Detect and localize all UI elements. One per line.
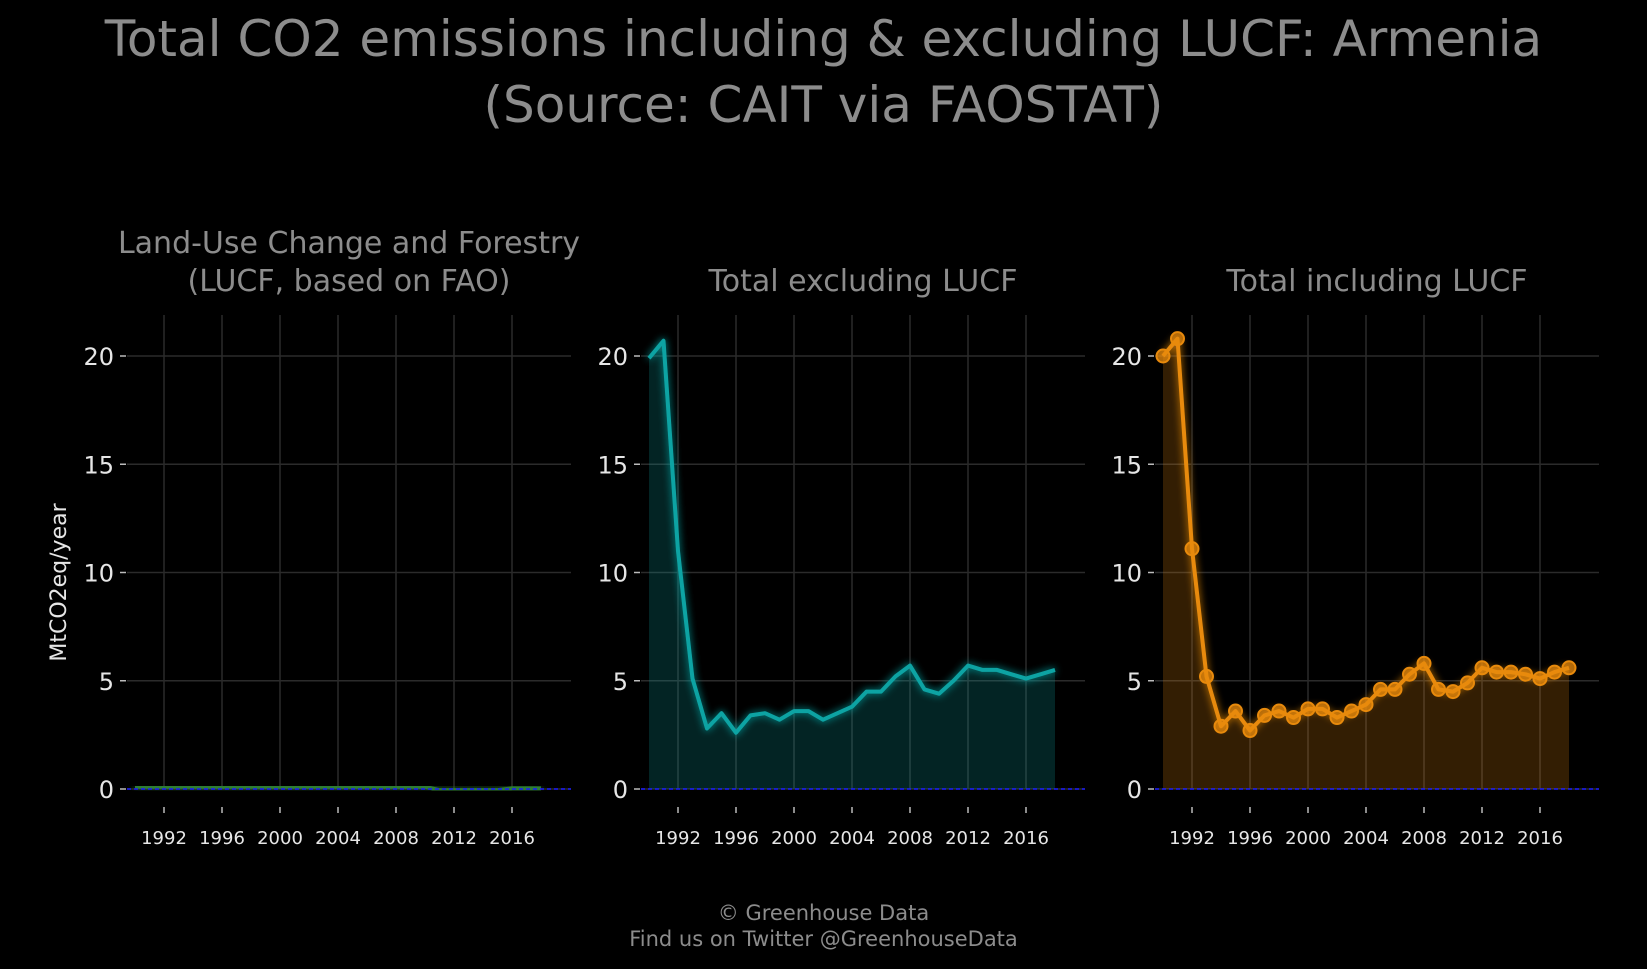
y-axis-label: MtCO2eq/year	[47, 502, 72, 661]
x-tick-label: 2004	[1343, 828, 1389, 849]
x-tick-label: 2004	[829, 828, 875, 849]
y-tick-label: 0	[99, 776, 114, 804]
x-tick-label: 2000	[257, 828, 303, 849]
data-point	[1329, 710, 1345, 726]
data-point	[1199, 668, 1214, 684]
panel-title-incl-line-1: Total including LUCF	[1225, 264, 1527, 299]
data-point	[1402, 666, 1417, 682]
series-area-excl	[649, 340, 1055, 789]
data-point	[1213, 718, 1229, 734]
data-point	[1170, 331, 1185, 347]
chart-title-line-1: Total CO2 emissions including & excludin…	[104, 10, 1543, 68]
x-tick-label: 2008	[887, 828, 933, 849]
data-point	[1242, 723, 1258, 739]
data-point	[1445, 684, 1461, 700]
x-tick-label: 2012	[945, 828, 991, 849]
data-point	[1416, 655, 1432, 671]
data-point	[1228, 703, 1243, 719]
data-point	[1431, 681, 1446, 697]
data-point	[1271, 703, 1287, 719]
data-point	[1518, 666, 1533, 682]
x-tick-label: 1992	[141, 828, 187, 849]
series-line-lucf	[135, 784, 541, 793]
panel-incl: Total including LUCF 0 5 10 15 20 1992 1996 2000…	[1111, 264, 1599, 849]
panel-title-lucf-line-1: Land-Use Change and Forestry	[118, 226, 580, 261]
footer: © Greenhouse Data Find us on Twitter @Gr…	[0, 900, 1647, 952]
data-point	[1561, 660, 1577, 676]
x-tick-label: 1996	[713, 828, 759, 849]
data-point	[1460, 675, 1475, 691]
data-point	[1532, 671, 1548, 687]
y-tick-label: 5	[613, 668, 628, 696]
data-point	[1547, 664, 1562, 680]
x-tick-label: 1992	[655, 828, 701, 849]
y-tick-label: 10	[1111, 560, 1142, 588]
chart-title: Total CO2 emissions including & excludin…	[0, 6, 1647, 138]
data-point	[1358, 697, 1374, 713]
x-tick-label: 2016	[1003, 828, 1049, 849]
panel-title-lucf-line-2: (LUCF, based on FAO)	[188, 264, 511, 299]
x-tick-label: 1996	[199, 828, 245, 849]
x-tick-label: 2016	[1517, 828, 1563, 849]
y-tick-label: 15	[83, 451, 114, 479]
series-line-excl	[647, 338, 1056, 735]
x-tick-label: 2004	[315, 828, 361, 849]
x-tick-label: 2000	[771, 828, 817, 849]
y-tick-label: 20	[1111, 343, 1142, 371]
data-point	[1344, 703, 1359, 719]
panel-excl: Total excluding LUCF 0 5 10 15 20 1992 1996 2000…	[597, 264, 1085, 849]
footer-twitter: Find us on Twitter @GreenhouseData	[629, 927, 1018, 951]
y-tick-label: 15	[1111, 451, 1142, 479]
x-tick-label: 2012	[431, 828, 477, 849]
data-point	[1489, 664, 1504, 680]
data-point	[1300, 701, 1316, 717]
y-tick-label: 5	[99, 668, 114, 696]
data-point	[1373, 681, 1388, 697]
x-tick-label: 2000	[1285, 828, 1331, 849]
x-tick-label: 2008	[1401, 828, 1447, 849]
y-tick-label: 20	[83, 343, 114, 371]
panel-lucf: Land-Use Change and Forestry(LUCF, based…	[47, 226, 580, 849]
y-tick-label: 0	[613, 776, 628, 804]
data-point	[1257, 707, 1272, 723]
y-tick-label: 20	[597, 343, 628, 371]
x-tick-label: 2008	[373, 828, 419, 849]
x-tick-label: 2016	[489, 828, 535, 849]
x-tick-label: 1996	[1227, 828, 1273, 849]
panel-title-excl-line-1: Total excluding LUCF	[708, 264, 1018, 299]
y-tick-label: 15	[597, 451, 628, 479]
data-point	[1315, 701, 1330, 717]
y-tick-label: 10	[597, 560, 628, 588]
series-area-incl	[1163, 338, 1569, 789]
x-tick-label: 2012	[1459, 828, 1505, 849]
data-point	[1503, 664, 1519, 680]
y-tick-label: 0	[1127, 776, 1142, 804]
data-point	[1155, 348, 1171, 364]
footer-copyright: © Greenhouse Data	[717, 901, 930, 925]
x-tick-label: 1992	[1169, 828, 1215, 849]
data-point	[1286, 710, 1301, 726]
data-point	[1184, 541, 1200, 557]
data-point	[1474, 660, 1490, 676]
y-tick-label: 5	[1127, 668, 1142, 696]
data-point	[1387, 681, 1403, 697]
chart-title-line-2: (Source: CAIT via FAOSTAT)	[483, 76, 1164, 134]
y-tick-label: 10	[83, 560, 114, 588]
